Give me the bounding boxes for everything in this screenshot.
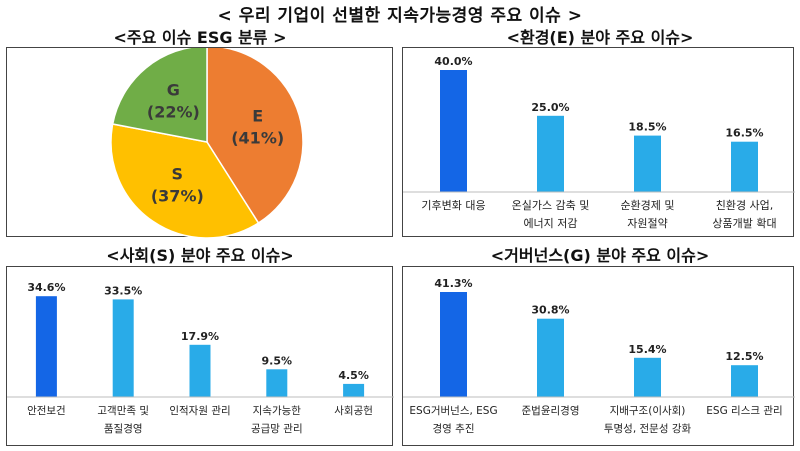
bar-value-label: 41.3% bbox=[434, 277, 472, 290]
category-label: 순환경제 및 bbox=[620, 199, 674, 212]
category-label: 경영 추진 bbox=[433, 422, 475, 435]
category-label: 상품개발 확대 bbox=[712, 217, 776, 230]
pie-slice-label: S bbox=[172, 165, 184, 184]
pie-slice-s bbox=[110, 123, 260, 238]
category-label: ESG 리스크 관리 bbox=[706, 405, 782, 417]
gov-chart-panel: 41.3% ESG거버넌스, ESG 경영 추진 30.8% 준법윤리경영 15.4% 지배… bbox=[402, 266, 795, 446]
bar-2 bbox=[112, 299, 134, 397]
pie-slice-value-label: (37%) bbox=[151, 187, 204, 206]
social-chart-title: <사회(S) 분야 주요 이슈> bbox=[106, 246, 294, 265]
bar-2 bbox=[537, 115, 564, 193]
category-label: 고객만족 및 bbox=[97, 405, 149, 417]
bar-1 bbox=[440, 292, 467, 397]
main-title: < 우리 기업이 선별한 지속가능경영 주요 이슈 > bbox=[217, 6, 583, 26]
bar-4 bbox=[731, 365, 758, 397]
gov-chart-title: <거버넌스(G) 분야 주요 이슈> bbox=[490, 246, 710, 265]
category-label: 기후변화 대응 bbox=[421, 199, 485, 212]
gov-bar-chart: 41.3% ESG거버넌스, ESG 경영 추진 30.8% 준법윤리경영 15.4% 지배… bbox=[403, 277, 795, 435]
category-label: 안전보건 bbox=[27, 405, 66, 417]
bar-4 bbox=[731, 141, 758, 192]
bar-value-label: 17.9% bbox=[181, 330, 219, 343]
category-label: 공급망 관리 bbox=[251, 423, 303, 435]
category-label: ESG거버넌스, ESG bbox=[409, 405, 497, 417]
category-label: 사회공헌 bbox=[334, 405, 373, 417]
bar-3 bbox=[189, 344, 211, 397]
category-label: 온실가스 감축 및 bbox=[512, 199, 590, 212]
category-label: 품질경영 bbox=[104, 422, 143, 435]
pie-slice-g bbox=[111, 48, 208, 143]
category-label: 친환경 사업, bbox=[716, 199, 774, 212]
bar-5 bbox=[343, 383, 365, 397]
bar-value-label: 30.8% bbox=[531, 304, 569, 317]
bar-value-label: 40.0% bbox=[434, 55, 472, 68]
bar-value-label: 33.5% bbox=[104, 284, 142, 297]
bar-value-label: 9.5% bbox=[262, 354, 293, 367]
category-label: 투명성, 전문성 강화 bbox=[604, 423, 692, 435]
bar-1 bbox=[35, 296, 57, 397]
category-label: 에너지 저감 bbox=[523, 217, 577, 230]
bar-1 bbox=[440, 70, 467, 192]
pie-slice-label: E bbox=[252, 106, 263, 125]
category-label: 준법윤리경영 bbox=[522, 404, 580, 417]
pie-slice-label: G bbox=[167, 80, 180, 99]
pie-slice-value-label: (41%) bbox=[231, 128, 284, 147]
env-chart-title: <환경(E) 분야 주요 이슈> bbox=[506, 28, 694, 47]
bar-value-label: 18.5% bbox=[628, 121, 666, 134]
category-label: 지배구조(이사회) bbox=[610, 405, 686, 417]
category-label: 인적자원 관리 bbox=[169, 405, 230, 417]
bar-value-label: 4.5% bbox=[338, 369, 369, 382]
bar-value-label: 34.6% bbox=[27, 281, 65, 294]
bar-value-label: 25.0% bbox=[531, 101, 569, 114]
bar-4 bbox=[266, 369, 288, 397]
pie-chart-panel: E (41%) S (37%) G (22%) bbox=[6, 47, 393, 238]
bar-value-label: 12.5% bbox=[725, 350, 763, 363]
bar-3 bbox=[634, 357, 661, 397]
pie-chart: E (41%) S (37%) G (22%) bbox=[110, 48, 304, 238]
pie-slice-value-label: (22%) bbox=[147, 102, 200, 121]
bar-3 bbox=[634, 135, 661, 192]
category-label: 지속가능한 bbox=[253, 405, 302, 417]
bar-value-label: 16.5% bbox=[725, 127, 763, 140]
bar-2 bbox=[537, 318, 564, 397]
category-label: 자원절약 bbox=[627, 216, 667, 230]
pie-chart-title: <주요 이슈 ESG 분류 > bbox=[113, 28, 287, 47]
bar-value-label: 15.4% bbox=[628, 343, 666, 356]
